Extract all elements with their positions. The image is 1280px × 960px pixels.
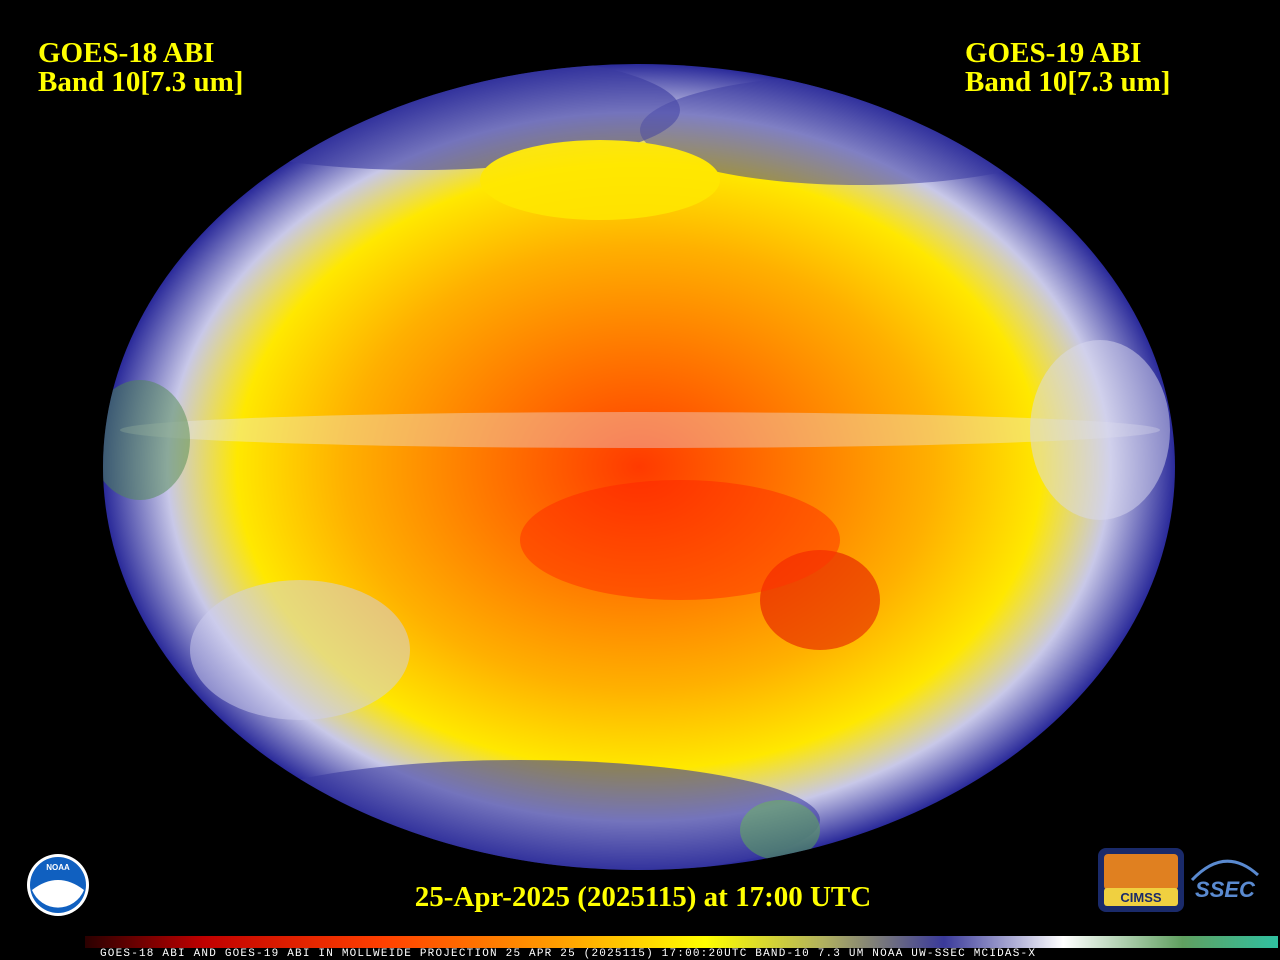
earth-image bbox=[103, 64, 1175, 870]
noaa-text: NOAA bbox=[46, 863, 70, 872]
footer-caption: GOES-18 ABI AND GOES-19 ABI IN MOLLWEIDE… bbox=[100, 948, 1036, 960]
color-bar bbox=[85, 936, 1278, 948]
left-satellite: GOES-18 ABI bbox=[38, 37, 214, 69]
cimss-logo: CIMSS bbox=[1098, 848, 1184, 912]
ssec-text: SSEC bbox=[1195, 877, 1256, 902]
right-satellite: GOES-19 ABI bbox=[965, 37, 1141, 69]
cimss-text: CIMSS bbox=[1120, 890, 1162, 905]
left-band: Band 10[7.3 um] bbox=[38, 66, 243, 98]
timestamp: 25-Apr-2025 (2025115) at 17:00 UTC bbox=[415, 881, 871, 913]
ssec-logo: SSEC bbox=[1190, 859, 1260, 902]
right-band: Band 10[7.3 um] bbox=[965, 66, 1170, 98]
noaa-logo: NOAA bbox=[27, 854, 89, 916]
